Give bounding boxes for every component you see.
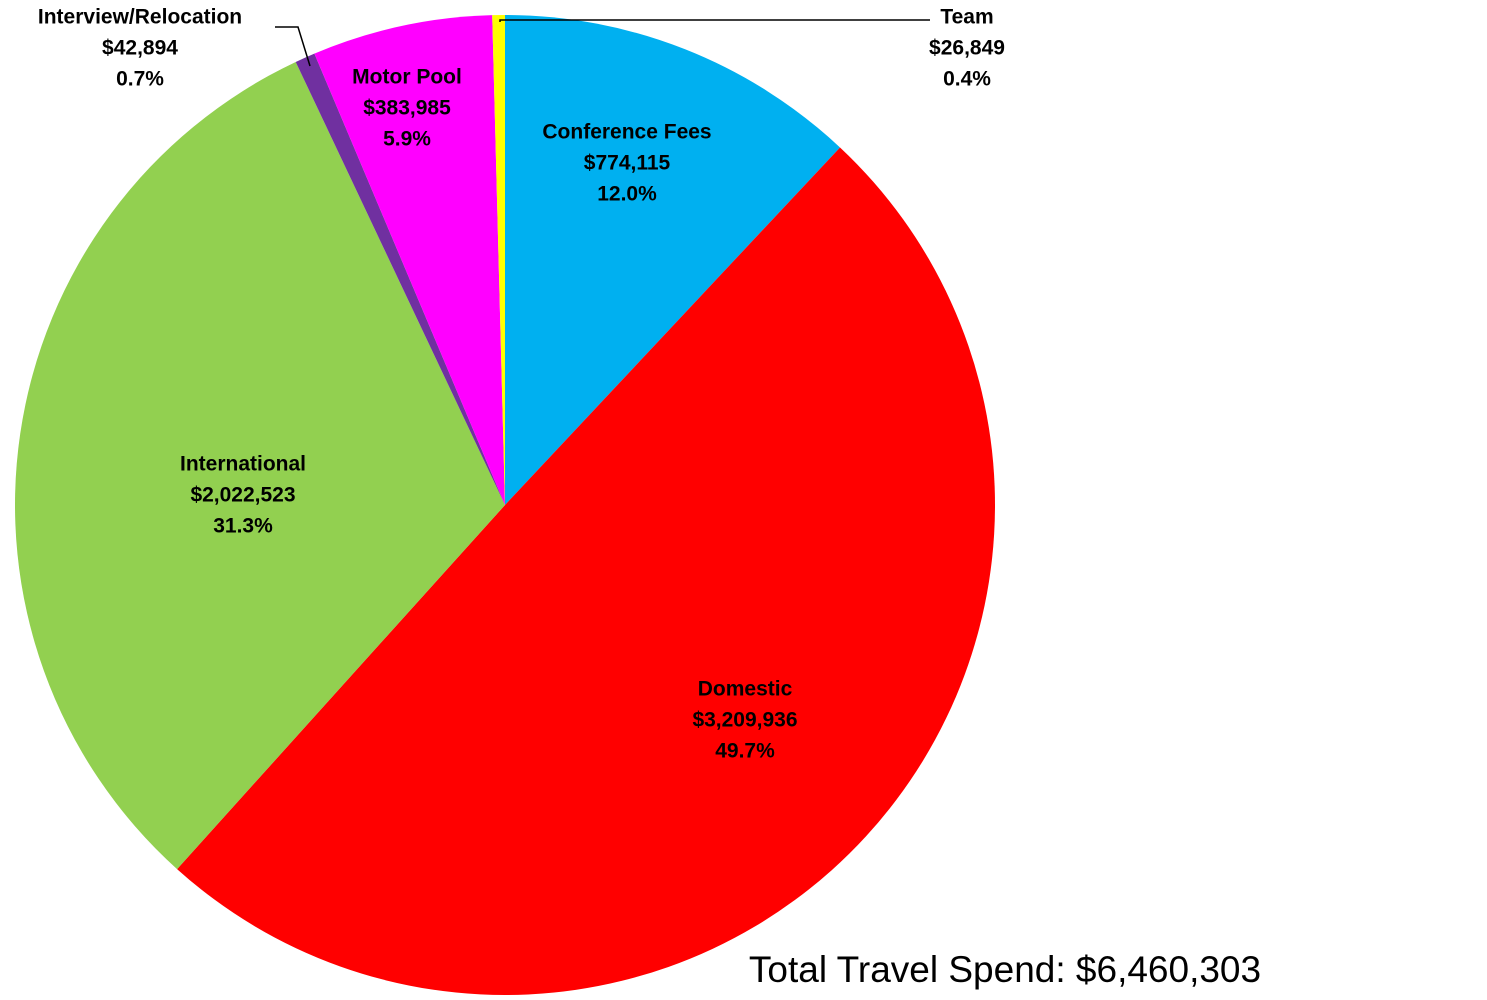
pie-slice bbox=[15, 61, 505, 870]
leader-line bbox=[499, 19, 930, 22]
slice-label-value: $383,985 bbox=[363, 97, 451, 120]
slice-label-percent: 5.9% bbox=[383, 128, 431, 151]
leader-line bbox=[275, 26, 311, 67]
slice-label-name: Domestic bbox=[698, 678, 793, 701]
total-annotation: Total Travel Spend: $6,460,303 bbox=[749, 949, 1261, 990]
pie-slice bbox=[295, 53, 505, 505]
slice-label-percent: 0.7% bbox=[116, 68, 164, 91]
slice-label-name: International bbox=[180, 453, 306, 476]
pie-slice bbox=[314, 15, 505, 505]
slice-label-name: Team bbox=[940, 6, 993, 29]
slice-label-value: $42,894 bbox=[102, 37, 178, 60]
slice-label-name: Motor Pool bbox=[352, 66, 462, 89]
slice-label-value: $774,115 bbox=[584, 152, 671, 175]
slice-label-value: $3,209,936 bbox=[692, 709, 797, 732]
pie-slice bbox=[505, 15, 841, 505]
pie-slice bbox=[492, 15, 505, 505]
slice-label-value: $26,849 bbox=[929, 37, 1005, 60]
slice-label-name: Conference Fees bbox=[542, 121, 711, 144]
slice-label-percent: 0.4% bbox=[943, 68, 991, 91]
slice-label-percent: 12.0% bbox=[597, 183, 657, 206]
slice-label-percent: 49.7% bbox=[715, 740, 775, 763]
slice-label-name: Interview/Relocation bbox=[38, 6, 242, 29]
slice-label-percent: 31.3% bbox=[213, 515, 273, 538]
pie-slice bbox=[177, 147, 995, 995]
slice-label-value: $2,022,523 bbox=[190, 484, 295, 507]
